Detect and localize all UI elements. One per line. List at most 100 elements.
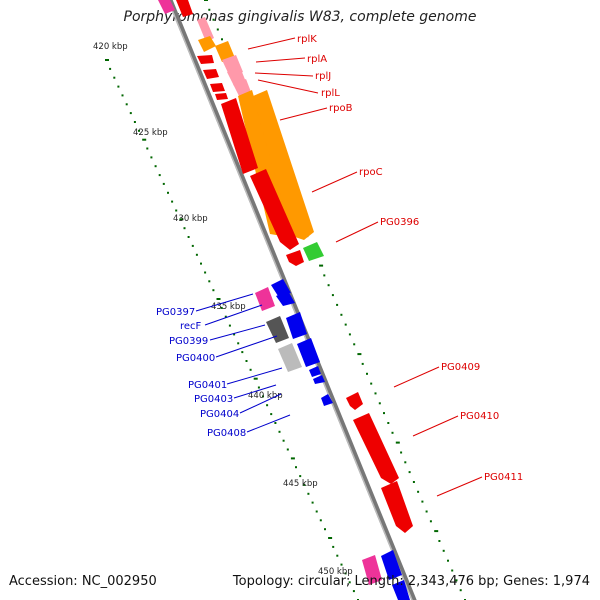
gene-pg0410 [353, 413, 399, 484]
gene-pg0409 [346, 392, 363, 410]
gc-dot [324, 528, 326, 531]
gc-dot [142, 138, 147, 141]
gc-dot [270, 413, 273, 416]
gc-dot [344, 323, 347, 326]
gene-magenta-top [158, 0, 175, 14]
gc-dot [412, 481, 415, 483]
reverse-gene-labels [195, 293, 291, 433]
gc-dot [224, 315, 227, 318]
kbp-label-430: 430 kbp [173, 214, 208, 224]
gene-rpoc-red [221, 98, 258, 174]
gene-label-pg0400: PG0400 [176, 353, 215, 364]
gc-dot [212, 289, 215, 292]
gc-dot [237, 342, 240, 345]
gene-rpll [233, 79, 251, 96]
gc-dot [357, 353, 362, 356]
gc-dot [274, 422, 277, 424]
gene-label-pg0404: PG0404 [200, 409, 239, 420]
gc-dot [319, 519, 322, 522]
gc-dot [323, 274, 326, 277]
gc-dot [299, 475, 302, 478]
gc-dot [154, 165, 157, 168]
gc-dot [429, 520, 432, 523]
gene-label-pg0396: PG0396 [380, 217, 419, 228]
gene-orange-top [198, 36, 216, 52]
gene-red-arrow-top [176, 0, 193, 17]
gc-dot [171, 200, 174, 203]
gc-dot [195, 253, 198, 256]
gene-blue-3 [286, 312, 307, 339]
gc-dot [459, 589, 462, 592]
gc-dot [257, 386, 260, 389]
gc-dot [315, 510, 318, 513]
gene-label-pg0401: PG0401 [188, 380, 227, 391]
gene-label-pg0399: PG0399 [169, 336, 208, 347]
kbp-label-450: 450 kbp [318, 567, 353, 577]
gene-blue-7 [321, 394, 333, 406]
gene-blue-6 [313, 375, 325, 384]
gc-dot [290, 457, 295, 460]
gc-dot [417, 490, 420, 493]
gc-dot [328, 537, 333, 539]
gene-pg0397 [255, 287, 275, 311]
gc-dot [266, 404, 269, 407]
kbp-label-425: 425 kbp [133, 128, 168, 138]
gc-dot [425, 510, 428, 513]
gc-dot [404, 461, 407, 464]
gene-label-pg0409: PG0409 [441, 362, 480, 373]
gene-rpoc [253, 90, 314, 240]
gc-dot [311, 501, 314, 504]
gc-dot [162, 182, 165, 185]
genome-summary-text: Topology: circular; Length: 2,343,476 bp… [232, 574, 590, 589]
gc-dot [220, 306, 223, 309]
gc-dot [221, 38, 223, 41]
gc-dot [327, 284, 330, 287]
gc-dot [361, 362, 364, 365]
gc-dot [395, 441, 400, 444]
kbp-label-435: 435 kbp [211, 302, 246, 312]
gc-dot [455, 579, 458, 582]
gene-label-pg0397: PG0397 [156, 307, 195, 318]
gene-red-small-1 [197, 55, 214, 64]
forward-strand-genes [197, 36, 413, 533]
gc-dot [121, 94, 124, 97]
gene-red-small-3 [210, 83, 225, 92]
gc-dot [307, 492, 310, 495]
gene-label-rpla: rplA [307, 54, 327, 65]
gene-blue-bottom-2 [392, 580, 410, 600]
gc-dot [370, 382, 373, 385]
gc-dot [150, 156, 153, 159]
gc-dot [249, 368, 252, 371]
gene-blue-4 [297, 338, 320, 367]
gene-label-rplj: rplJ [315, 71, 331, 82]
gc-dot [200, 262, 202, 265]
gene-label-rpoc: rpoC [359, 167, 383, 178]
map-title: Porphyromonas gingivalis W83, complete g… [123, 9, 477, 25]
gene-pg0396 [303, 242, 324, 261]
reverse-strand-genes [158, 0, 410, 600]
gene-red-small-4 [215, 93, 228, 100]
gc-dot [336, 303, 339, 306]
gc-dot [434, 530, 439, 533]
gc-dot [183, 227, 186, 230]
gene-dark-gray [266, 316, 289, 343]
gc-dot [216, 28, 219, 31]
gene-label-pg0410: PG0410 [460, 411, 499, 422]
gc-dot [366, 372, 368, 375]
gc-dot [233, 333, 236, 336]
gene-label-rplk: rplK [297, 34, 317, 45]
gc-dot [133, 121, 136, 123]
gc-dot [245, 360, 248, 362]
gc-dot [295, 466, 297, 469]
gc-dot [262, 395, 264, 398]
gc-dot [400, 451, 403, 454]
gc-dot [383, 412, 385, 415]
gc-dot [451, 569, 454, 572]
accession-text: Accession: NC_002950 [9, 574, 157, 589]
gc-dot [319, 264, 324, 267]
gc-dot [336, 554, 339, 557]
gc-dot [332, 545, 335, 548]
gc-dot [125, 103, 128, 106]
gc-dot [212, 18, 215, 21]
